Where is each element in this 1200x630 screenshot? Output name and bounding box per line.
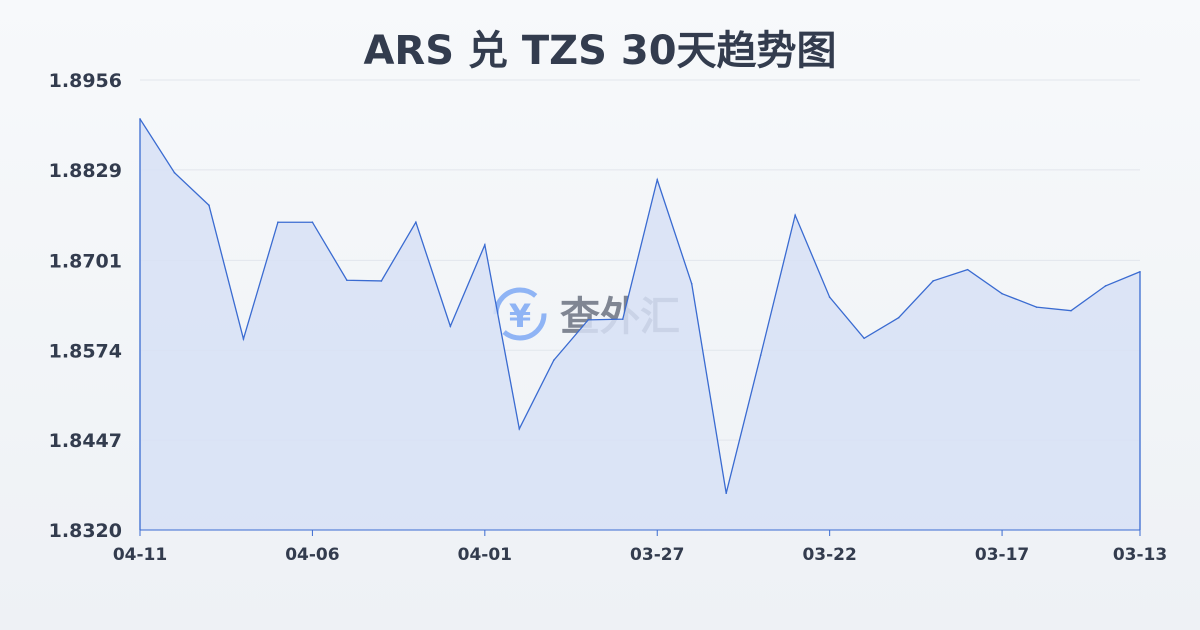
data-point bbox=[139, 118, 141, 120]
data-point bbox=[208, 204, 210, 207]
data-point bbox=[690, 282, 693, 285]
data-point bbox=[173, 171, 176, 174]
data-point bbox=[828, 296, 831, 299]
data-point bbox=[242, 338, 245, 340]
data-point bbox=[587, 319, 590, 321]
data-point bbox=[1104, 285, 1107, 287]
x-tick-label: 04-01 bbox=[458, 545, 512, 565]
data-point bbox=[380, 280, 383, 282]
x-tick-label: 04-11 bbox=[113, 545, 167, 565]
data-point bbox=[277, 221, 279, 224]
data-point bbox=[1139, 270, 1141, 273]
data-point bbox=[484, 244, 486, 246]
data-point bbox=[1070, 309, 1072, 312]
data-point bbox=[794, 214, 796, 216]
currency-exchange-icon bbox=[493, 287, 547, 341]
x-tick-label: 04-06 bbox=[285, 545, 339, 565]
data-point bbox=[759, 354, 762, 357]
data-point bbox=[552, 359, 555, 361]
y-tick-label: 1.8320 bbox=[49, 520, 122, 542]
data-point bbox=[518, 428, 521, 430]
y-tick-label: 1.8447 bbox=[49, 430, 122, 452]
x-tick-label: 03-27 bbox=[630, 545, 684, 565]
data-point bbox=[897, 316, 900, 319]
data-point bbox=[346, 279, 348, 282]
data-point bbox=[966, 268, 969, 271]
data-point bbox=[863, 337, 865, 340]
y-tick-label: 1.8829 bbox=[49, 160, 122, 182]
y-tick-label: 1.8701 bbox=[49, 250, 122, 272]
x-tick-label: 03-17 bbox=[975, 545, 1029, 565]
chart-title: ARS 兑 TZS 30天趋势图 bbox=[363, 28, 837, 74]
data-point bbox=[1001, 292, 1003, 295]
x-tick-label: 03-13 bbox=[1113, 545, 1167, 565]
data-point bbox=[415, 221, 417, 224]
y-tick-label: 1.8956 bbox=[49, 70, 122, 92]
series-line bbox=[139, 118, 1141, 494]
data-point bbox=[449, 325, 452, 328]
yen-icon: ¥ bbox=[509, 297, 531, 335]
data-point bbox=[311, 221, 314, 224]
area-fill bbox=[140, 118, 1140, 530]
y-tick-label: 1.8574 bbox=[49, 340, 122, 362]
data-point bbox=[932, 280, 934, 282]
x-tick-label: 03-22 bbox=[802, 545, 856, 565]
data-point bbox=[621, 318, 624, 320]
data-point bbox=[725, 492, 728, 495]
data-point bbox=[656, 178, 659, 181]
data-point bbox=[1035, 306, 1038, 308]
